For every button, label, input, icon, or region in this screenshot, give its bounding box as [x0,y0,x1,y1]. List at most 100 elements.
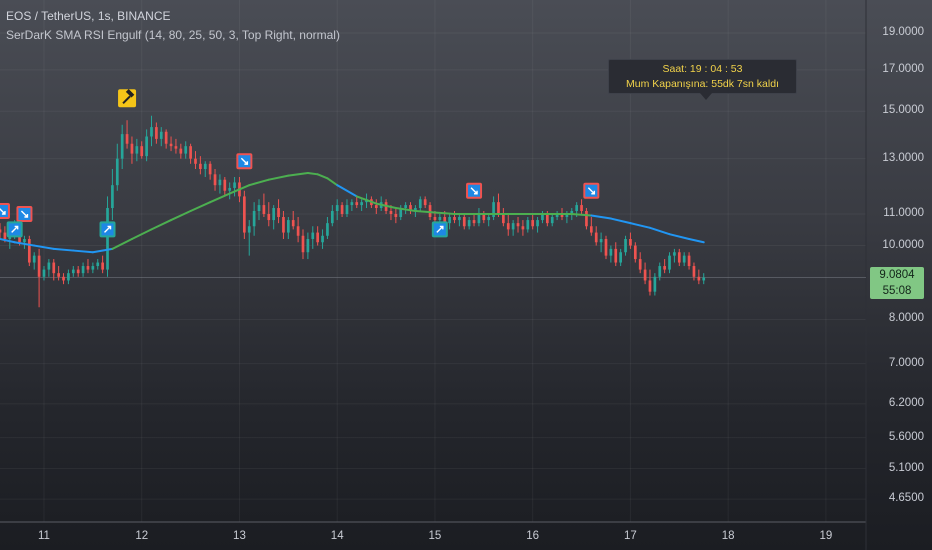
sma-line-segment [287,171,309,177]
candle-body [570,210,574,214]
arrow-down-right-icon [20,210,29,218]
candle-body [492,202,495,218]
candle-body [52,262,56,274]
candle-body [164,131,168,144]
arrow-down-right-icon [0,208,6,215]
candle-body [697,276,701,281]
candle-body [125,134,129,144]
candle-body [360,202,363,206]
time-tick-label: 19 [819,530,833,542]
candle-body [345,205,349,214]
time-tick-label: 16 [526,530,540,542]
symbol-title[interactable]: EOS / TetherUS, 1s, BINANCE [6,9,171,23]
candle-body [350,202,354,206]
candle-body [155,127,158,139]
candle-body [340,205,344,214]
candle-body [638,259,642,270]
sma-line-segment [336,184,358,198]
candle-body [409,205,412,211]
candle-body [585,210,588,227]
candle-body [174,146,178,149]
candle-body [599,238,603,243]
hammer-icon [122,95,131,104]
candle-body [272,208,276,221]
sma-line-segment [111,237,133,250]
candle-body [335,205,339,211]
price-tick-label: 5.6000 [888,430,924,443]
sma-line-segment [394,207,417,212]
arrow-up-right-icon [436,225,444,233]
arrow-down-right-icon [240,157,249,165]
candle-body [277,208,280,218]
price-tick-label: 11.0000 [883,206,924,219]
candle-body [389,210,393,214]
candle-body [194,158,197,164]
candle-body [228,187,232,191]
candle-body [541,213,544,221]
marker-inner [0,204,8,217]
candle-body [130,143,134,154]
candle-body [42,269,46,277]
candle-body [179,148,183,154]
candle-body [321,235,324,243]
candle-body [531,220,535,227]
candle-body [115,158,119,186]
sma-line-segment [668,233,691,240]
sma-line-segment [52,247,75,252]
candle-body [394,213,398,218]
time-tick-label: 13 [233,530,246,542]
candle-body [213,174,217,186]
candle-body [668,255,671,270]
sma-line-segment [0,237,16,244]
price-tick-label: 8.0000 [888,312,924,325]
candle-body [96,262,100,267]
candle-body [462,217,466,227]
sma-line-segment [688,237,705,244]
candle-body [111,185,114,209]
candle-body [257,205,261,211]
sma-line-segment [150,219,173,231]
candle-body [62,276,65,281]
sma-line-segment [433,211,456,215]
candle-body [614,248,618,263]
candle-body [565,213,569,218]
sma-line-segment [570,212,593,217]
candle-body [550,217,554,224]
price-tick-label: 13.0000 [882,151,924,164]
candle-body [521,226,525,230]
sma-line-segment [306,171,319,176]
sma-line-segment [72,249,94,254]
candle-body [418,199,422,209]
candle-body [629,238,632,246]
candle-body [604,238,608,256]
candle-body [438,217,442,221]
candle-body [67,273,70,281]
candle-body [687,255,691,267]
candle-body [428,205,432,218]
candle-body [677,252,681,263]
sma-line-segment [355,195,378,205]
candle-body [702,277,706,281]
arrow-up-right-icon [11,225,19,233]
candle-body [467,220,471,227]
candle-body [71,269,75,274]
candle-body [399,208,403,218]
candle-body [27,238,31,263]
bar-countdown-value: 55:08 [882,285,912,297]
candle-body [624,238,627,253]
indicator-legend[interactable]: SerDarK SMA RSI Engulf (14, 80, 25, 50, … [6,28,340,42]
candle-body [546,213,549,224]
last-price-value: 9.0804 [879,269,915,281]
time-tick-label: 18 [721,530,735,542]
candle-body [57,273,60,277]
candle-body [252,210,256,227]
candle-body [233,182,236,188]
hammer-icon-head [125,89,135,98]
candle-body [0,229,2,233]
time-tick-label: 14 [330,530,344,542]
candle-body [482,213,486,221]
candle-close-countdown-label: Mum Kapanışına: 55dk 7sn kaldı [626,78,779,90]
candle-body [580,205,583,211]
sma-line-segment [609,217,632,225]
